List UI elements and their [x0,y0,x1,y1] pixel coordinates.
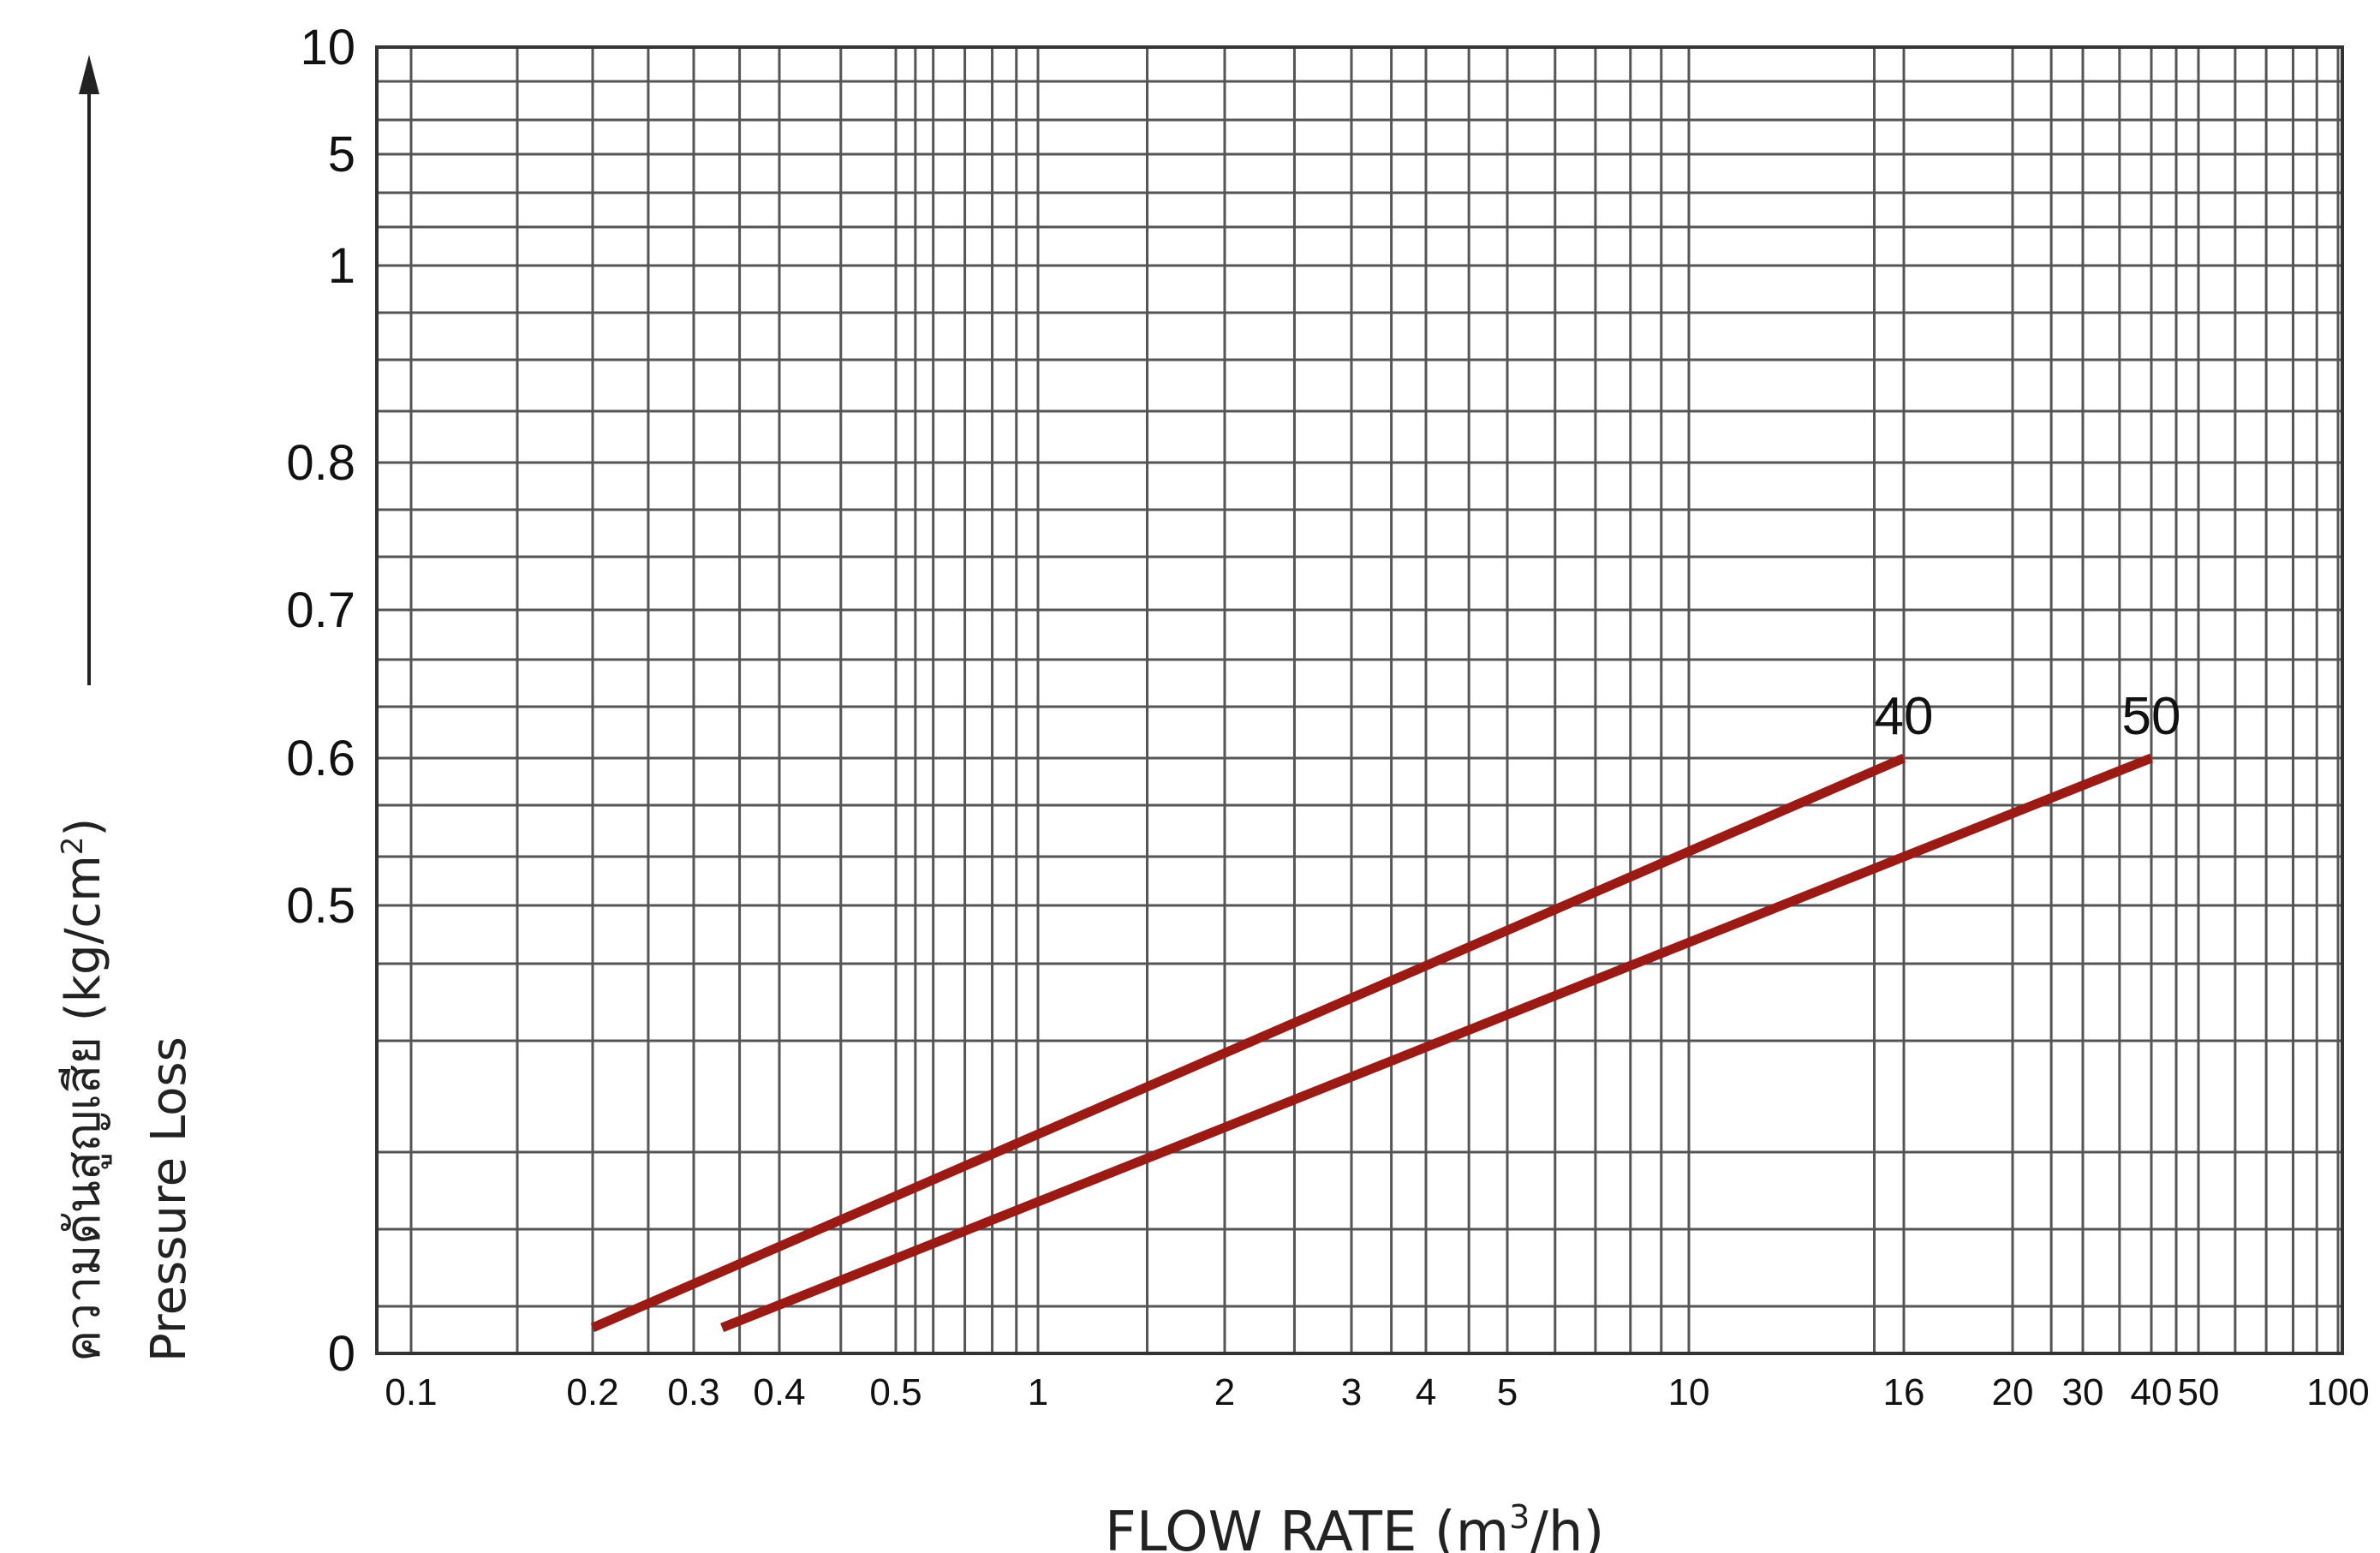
x-tick-label: 50 [2178,1371,2220,1413]
x-tick-label: 30 [2062,1371,2104,1413]
y-tick-label: 0.5 [286,878,355,934]
x-tick-label: 16 [1883,1371,1925,1413]
vertical-gridlines [409,47,2340,1353]
y-tick-label: 0.8 [286,435,355,491]
y-tick-labels: 0 0.5 0.6 0.7 0.8 1 5 10 [286,20,355,1382]
x-tick-label: 0.1 [385,1371,437,1413]
x-tick-label: 0.4 [753,1371,805,1413]
series-labels: 40 50 [1875,687,2181,746]
y-tick-label: 0.6 [286,731,355,786]
y-axis-title-english: Pressure Loss [141,1036,197,1362]
x-tick-label: 1 [1028,1371,1048,1413]
x-axis-title: FLOW RATE (m3/h) [1105,1498,1604,1553]
y-tick-label: 10 [300,20,355,75]
horizontal-gridlines [377,45,2342,1355]
y-tick-label: 5 [328,127,355,182]
series-line-40 [590,753,1906,1333]
x-tick-label: 4 [1416,1371,1436,1413]
y-axis-title-thai: ความดันสูญเสีย (kg/cm2) [56,818,112,1362]
x-tick-label: 0.5 [869,1371,922,1413]
x-tick-label: 10 [1668,1371,1710,1413]
x-tick-label: 100 [2306,1371,2369,1413]
series-label-50: 50 [2122,687,2181,746]
series-label-40: 40 [1875,687,1934,746]
x-tick-label: 2 [1214,1371,1235,1413]
up-arrow-icon [79,55,99,94]
plot-border [375,45,2344,1355]
x-tick-label: 40 [2131,1371,2173,1413]
series-line-50 [720,753,2154,1333]
series-lines [590,753,2154,1333]
plot-frame [375,45,2344,1355]
x-tick-label: 3 [1341,1371,1362,1413]
x-tick-label: 0.3 [667,1371,719,1413]
x-tick-labels: 0.1 0.2 0.3 0.4 0.5 1 2 3 4 5 10 16 20 30 40 50 100 [385,1371,2369,1413]
x-tick-label: 20 [1992,1371,2034,1413]
y-tick-label: 1 [328,238,355,294]
y-tick-label: 0 [328,1326,355,1382]
x-tick-label: 0.2 [566,1371,618,1413]
x-tick-label: 5 [1497,1371,1518,1413]
y-tick-label: 0.7 [286,582,355,638]
